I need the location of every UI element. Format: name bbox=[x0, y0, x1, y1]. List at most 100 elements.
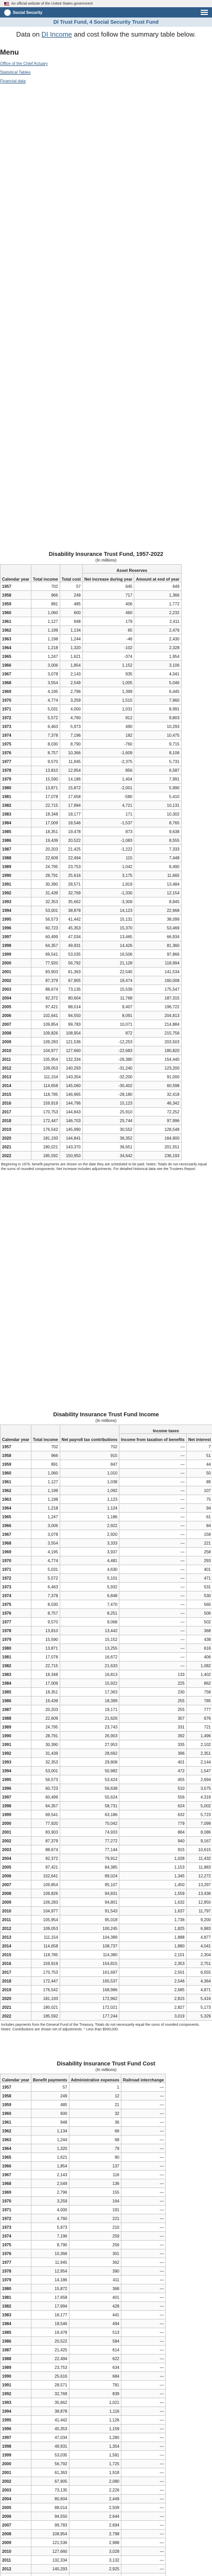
table-cell: 97,996 bbox=[134, 1116, 182, 1125]
table-cell: 16,506 bbox=[82, 950, 135, 959]
table-cell: 1,244 bbox=[59, 634, 83, 643]
table-cell: 89,024 bbox=[59, 1871, 120, 1880]
table-cell: 50,982 bbox=[59, 1766, 120, 1775]
table-cell: — bbox=[119, 1486, 187, 1495]
table1-col-amount: Amount at end of year bbox=[134, 573, 182, 582]
table-row: 1993 32,353 35,662 -3,309 8,845 bbox=[0, 897, 182, 906]
table-cell: 109,283 bbox=[30, 1037, 60, 1046]
table-cell: 1,028 bbox=[119, 1854, 187, 1863]
table-row: 1965 1,247 1,186—61 bbox=[0, 1512, 212, 1521]
table2-header: Calendar year Total income Net payroll t… bbox=[0, 1425, 212, 1443]
table-cell: 2,411 bbox=[134, 617, 182, 626]
table-row: 2004 92,372 80,604 11,768 187,315 bbox=[0, 993, 182, 1003]
table-cell: 5,973 bbox=[30, 2223, 69, 2232]
table1-header: Calendar year Total income Total cost As… bbox=[0, 564, 182, 582]
menu-toggle-icon[interactable] bbox=[201, 10, 208, 15]
table-cell: 75 bbox=[186, 1495, 212, 1504]
table-cell: 8,757 bbox=[30, 748, 60, 757]
table1-section: Disability Insurance Trust Fund, 1957-20… bbox=[0, 551, 212, 1174]
table-row: 1960 1,060 600 460 2,232 bbox=[0, 608, 182, 617]
table3-subtitle: (In millions) bbox=[95, 2067, 117, 2072]
table-cell: 29,808 bbox=[59, 1757, 120, 1767]
table-cell: 109,826 bbox=[30, 1889, 60, 1898]
table-cell: — bbox=[120, 2415, 166, 2425]
row-year-cell: 1969 bbox=[0, 2188, 31, 2197]
di-income-link[interactable]: DI Income bbox=[41, 30, 72, 38]
row-year-cell: 2000 bbox=[0, 1819, 31, 1828]
row-year-cell: 2020 bbox=[0, 1133, 31, 1143]
table-cell: 1,515 bbox=[82, 696, 135, 705]
table-cell: 1,247 bbox=[30, 652, 60, 661]
table2-section: Disability Insurance Trust Fund Income (… bbox=[0, 1412, 212, 2034]
menu-item-chief-actuary[interactable]: Office of the Chief Actuary bbox=[0, 61, 48, 66]
table-row: 1984 18,546 494— bbox=[0, 2319, 166, 2328]
table-row: 1990 28,791 25,616 3,175 11,665 bbox=[0, 871, 182, 880]
row-year-cell: 1981 bbox=[0, 792, 31, 801]
table-cell: — bbox=[120, 2328, 166, 2337]
table-cell: — bbox=[120, 2512, 166, 2521]
table-cell: 396 bbox=[119, 1749, 187, 1758]
table-cell: 758 bbox=[186, 1687, 212, 1697]
table-cell: 21,128 bbox=[82, 958, 135, 968]
row-year-cell: 1957 bbox=[0, 1442, 31, 1451]
table-cell: 63,186 bbox=[59, 1810, 120, 1819]
table-cell: 494 bbox=[68, 2319, 121, 2328]
row-year-cell: 1974 bbox=[0, 1591, 31, 1600]
table-cell: 23,743 bbox=[59, 1722, 120, 1732]
home-logo-link[interactable]: Social Security bbox=[4, 9, 42, 16]
table-row: 1986 20,522 584— bbox=[0, 2336, 166, 2346]
table-row: 1964 1,320 79— bbox=[0, 2144, 166, 2153]
table-cell: 2,080 bbox=[68, 2477, 121, 2486]
table-cell: 11,768 bbox=[82, 993, 135, 1003]
table-cell: 8,790 bbox=[30, 2240, 69, 2249]
table-cell: 102,641 bbox=[30, 1011, 60, 1020]
table-cell: 137 bbox=[68, 2161, 121, 2171]
table-cell: 108,737 bbox=[59, 1941, 120, 1951]
table-cell: 11,883 bbox=[186, 1862, 212, 1872]
table-row: 1973 5,973 210— bbox=[0, 2223, 166, 2232]
table-cell: 80,604 bbox=[59, 993, 83, 1003]
table-cell: 145,990 bbox=[59, 1125, 83, 1134]
table-cell: 201,551 bbox=[134, 1142, 182, 1151]
row-year-cell: 2012 bbox=[0, 1063, 31, 1073]
table-cell: 61 bbox=[186, 1512, 212, 1521]
table-cell: 1,819 bbox=[82, 879, 135, 889]
table-cell: 1,320 bbox=[30, 2144, 69, 2153]
table-cell: 2,328 bbox=[134, 643, 182, 652]
table-row: 1962 1,199 1,092—107 bbox=[0, 1486, 212, 1495]
table1: Calendar year Total income Total cost As… bbox=[0, 564, 182, 1160]
table-cell: 143,370 bbox=[59, 1142, 83, 1151]
table-cell: 10,071 bbox=[82, 1020, 135, 1029]
table1-body: 1957 702 57 645 649 1958 966 249 717 1,366 1959 891… bbox=[0, 582, 182, 1160]
table-cell: 411 bbox=[68, 2275, 121, 2284]
table-cell: 1,621 bbox=[59, 652, 83, 661]
table-cell: 221 bbox=[68, 2214, 121, 2223]
table-cell: 13,255 bbox=[59, 1643, 120, 1653]
table-cell: 1,581 bbox=[68, 2450, 121, 2460]
menu-item-financial-data[interactable]: Financial data bbox=[0, 79, 26, 83]
table-cell: 5,723 bbox=[186, 1810, 212, 1819]
table-cell: 21,626 bbox=[59, 1714, 120, 1723]
table-row: 2006 102,641 89,024 1,345 12,272 bbox=[0, 1871, 212, 1880]
table-cell: 100,245 bbox=[59, 1924, 120, 1933]
table2: Calendar year Total income Net payroll t… bbox=[0, 1425, 212, 2021]
row-year-cell: 2000 bbox=[0, 958, 31, 968]
table-cell: 1,366 bbox=[134, 590, 182, 600]
row-year-cell: 1960 bbox=[0, 2109, 31, 2118]
table-row: 1983 18,348 16,813 133 1,402 bbox=[0, 1670, 212, 1679]
table-cell: 15,152 bbox=[59, 1635, 120, 1644]
table-cell: 28,571 bbox=[30, 2380, 69, 2389]
table-row: 1978 13,810 13,442—368 bbox=[0, 1626, 212, 1635]
table-cell: 56,638 bbox=[59, 1784, 120, 1793]
menu-item-statistical-tables[interactable]: Statistical Tables bbox=[0, 70, 31, 75]
table-cell: 2,827 bbox=[119, 2003, 187, 2012]
row-year-cell: 2015 bbox=[0, 1090, 31, 1099]
table-row: 1995 56,573 41,442 15,131 38,099 bbox=[0, 914, 182, 924]
table-cell: -22,683 bbox=[82, 1046, 135, 1055]
table-cell: 7,099 bbox=[186, 1819, 212, 1828]
table-row: 1978 13,810 12,954 856 6,587 bbox=[0, 766, 182, 775]
row-year-cell: 2004 bbox=[0, 2494, 31, 2503]
row-year-cell: 1983 bbox=[0, 2310, 31, 2319]
table-cell: 136 bbox=[68, 2179, 121, 2188]
table-cell: 140,293 bbox=[59, 1063, 83, 1073]
